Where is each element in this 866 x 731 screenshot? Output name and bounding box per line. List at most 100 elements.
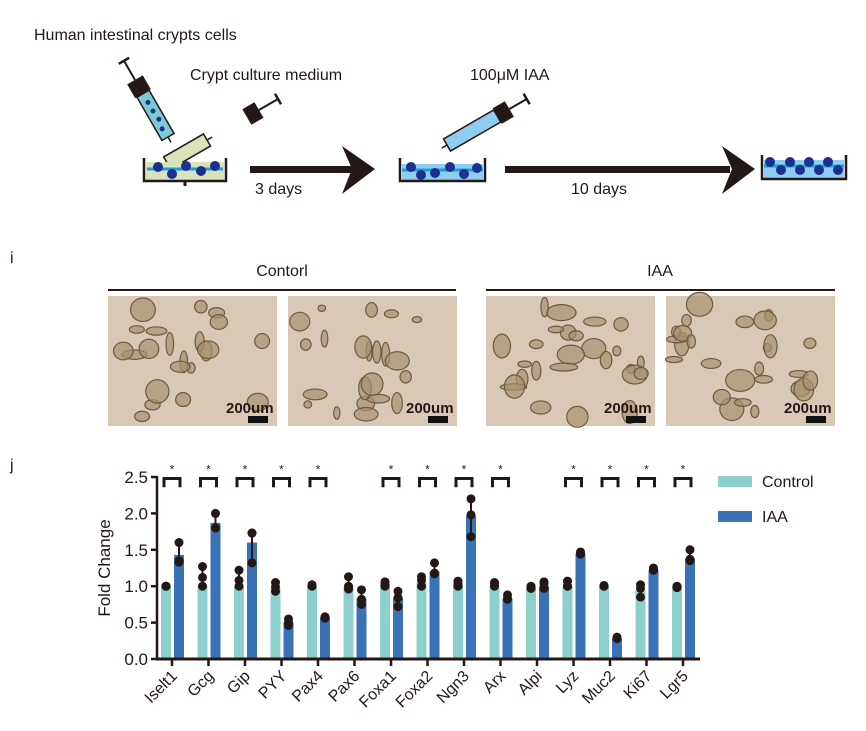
control-bar-foxa2 [416, 582, 427, 659]
significance-bracket [381, 476, 401, 488]
organoid-blob [528, 339, 544, 350]
x-tick-label: Alpi [515, 668, 546, 699]
data-point [685, 545, 695, 555]
treatment-label: 100μM IAA [470, 67, 550, 84]
significance-bracket [491, 476, 510, 488]
iaa-bar-foxa2 [429, 571, 440, 659]
control-bar-ki67 [635, 590, 646, 659]
data-point [430, 558, 439, 568]
data-point [649, 565, 658, 575]
data-point [417, 581, 426, 591]
dish-day0-icon [142, 158, 228, 186]
significance-star: * [206, 462, 211, 476]
y-tick-label: 1.0 [124, 577, 148, 596]
organoid-blob [547, 325, 565, 334]
medium-label: Crypt culture medium [190, 67, 342, 84]
scale-bar [806, 416, 826, 423]
arrow-step1-icon [250, 146, 375, 194]
organoid-blob [165, 331, 175, 356]
micrograph-image: 200um [486, 296, 655, 428]
significance-bracket [162, 476, 182, 488]
panel-j: j Fold Change 0.0 0.5 1.0 1.5 2.0 2.5 Iselt1 * G… [9, 457, 814, 711]
cells-syringe-icon [118, 56, 176, 143]
data-point [357, 599, 366, 609]
y-tick-label: 0.5 [124, 614, 148, 633]
schematic: Human intestinal crypts cells Crypt cult… [34, 27, 848, 198]
significance-star: * [389, 462, 394, 476]
data-point [211, 508, 220, 518]
organoid-blob [802, 370, 819, 391]
y-tick-label: 0.0 [124, 650, 148, 669]
organoid-blob [112, 341, 134, 361]
dish-day13-icon [760, 155, 848, 181]
data-point [672, 583, 682, 593]
organoid-blob [169, 360, 191, 373]
scale-bar-label: 200um [784, 400, 832, 417]
organoid-blob [254, 332, 271, 350]
organoid-blob [529, 400, 552, 415]
data-point [320, 613, 330, 623]
data-point [234, 581, 244, 591]
control-group-label: Contorl [256, 263, 308, 280]
organoid-blob [246, 392, 269, 412]
organoid-blob [763, 334, 778, 359]
organoid-blob [546, 304, 577, 322]
data-point [307, 581, 317, 591]
data-point [161, 581, 171, 591]
x-tick-label: Lyz [553, 668, 582, 697]
iaa-bar-ki67 [648, 570, 659, 659]
data-point [271, 586, 280, 596]
iaa-group-label: IAA [647, 263, 673, 280]
x-tick-label: Iselt1 [142, 668, 181, 707]
significance-bracket [418, 476, 437, 488]
data-point [636, 583, 645, 593]
organoid-blob [712, 388, 731, 406]
iaa-bar-muc2 [612, 638, 622, 659]
data-point [490, 581, 499, 591]
organoid-blob [750, 404, 760, 419]
legend: Control IAA [718, 474, 814, 526]
data-point [380, 581, 390, 591]
organoid-blob [568, 330, 584, 342]
step1-duration: 3 days [255, 181, 302, 198]
panel-i-letter: i [10, 250, 14, 267]
data-point [453, 581, 463, 591]
organoid-blob [754, 374, 774, 384]
organoid-blob [733, 398, 752, 407]
data-point [503, 594, 512, 604]
organoid-blob [372, 340, 382, 364]
organoid-blob [138, 338, 160, 360]
micrograph-image: 200um [664, 291, 835, 426]
micrograph-image: 200um [108, 296, 277, 426]
significance-bracket [308, 476, 328, 488]
data-point [284, 621, 293, 631]
control-bar-pax6 [343, 586, 354, 659]
organoid-blob [175, 392, 192, 408]
data-point [247, 558, 257, 568]
significance-star: * [644, 462, 649, 476]
organoid-blob [613, 316, 629, 332]
iaa-bar-lgr5 [685, 558, 695, 659]
organoid-blob [612, 345, 622, 357]
iaa-bar-pyy [283, 622, 294, 659]
organoid-blob [685, 291, 714, 317]
organoid-blob [503, 374, 526, 399]
data-point [344, 572, 353, 582]
control-bar-arx [489, 586, 500, 659]
organoid-blob [194, 299, 208, 314]
organoid-blob [399, 370, 412, 384]
significance-star: * [279, 462, 284, 476]
organoid-blob [681, 313, 692, 327]
scale-bar [248, 416, 268, 423]
organoid-blob [129, 297, 156, 323]
control-bar-pyy [270, 588, 281, 659]
dish-day3-icon [398, 158, 487, 183]
data-point [466, 494, 476, 504]
data-point [466, 510, 476, 520]
y-tick-label: 2.5 [124, 468, 148, 487]
x-tick-label: Ngn3 [434, 668, 473, 707]
data-point [612, 634, 622, 644]
data-point [393, 586, 403, 596]
data-point [211, 523, 220, 533]
